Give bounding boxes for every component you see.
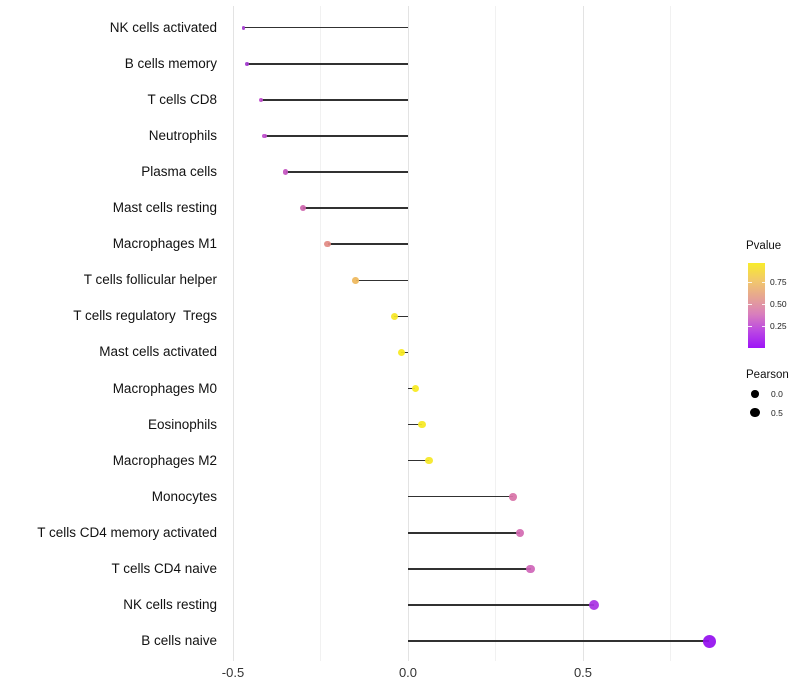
colorbar-tickmark (748, 303, 752, 305)
lollipop-dot (526, 564, 535, 574)
category-label: Monocytes (151, 488, 217, 504)
category-label: B cells memory (124, 55, 217, 71)
lollipop-segment (408, 568, 531, 570)
lollipop-dot (390, 312, 398, 320)
lollipop-segment (408, 532, 520, 534)
lollipop-segment (327, 243, 408, 245)
category-label: T cells CD4 naive (111, 560, 217, 576)
major-gridline (232, 6, 234, 661)
colorbar-tickmark (748, 325, 752, 327)
lollipop-segment (408, 459, 429, 462)
category-label: T cells follicular helper (83, 272, 217, 288)
major-gridline (407, 6, 409, 661)
lollipop-segment (401, 351, 408, 354)
x-tick-label: 0.5 (573, 665, 593, 680)
colorbar-tickmark (748, 281, 752, 283)
category-label: NK cells resting (123, 596, 217, 612)
lollipop-segment (408, 604, 594, 606)
lollipop-segment (243, 26, 408, 29)
lollipop-dot (300, 205, 306, 212)
lollipop-dot (324, 241, 331, 248)
lollipop-dot (418, 420, 426, 429)
minor-gridline (670, 6, 671, 661)
lollipop-segment (408, 495, 513, 498)
colorbar-tick-label: 0.75 (770, 276, 787, 287)
lollipop-dot (245, 61, 249, 66)
lollipop-dot (411, 385, 419, 392)
colorbar-tickmark (761, 325, 765, 327)
lollipop-segment (247, 63, 408, 65)
plot-panel (222, 6, 731, 661)
lollipop-dot (258, 97, 264, 103)
category-label: Plasma cells (141, 164, 217, 180)
category-label: T cells CD4 memory activated (37, 524, 217, 540)
category-label: Mast cells resting (112, 200, 217, 216)
minor-gridline (495, 6, 496, 661)
category-label: Mast cells activated (99, 344, 217, 360)
category-label: Eosinophils (147, 416, 217, 432)
lollipop-dot (397, 348, 405, 356)
lollipop-dot (516, 528, 524, 537)
category-label: Macrophages M0 (112, 380, 217, 396)
lollipop-dot (262, 133, 267, 139)
major-gridline (582, 6, 584, 661)
lollipop-dot (425, 456, 433, 465)
category-label: T cells CD8 (147, 91, 217, 107)
pearson-legend-label: 0.5 (771, 407, 783, 418)
colorbar-tickmark (761, 303, 765, 305)
colorbar-tick-label: 0.25 (770, 320, 787, 331)
lollipop-segment (285, 171, 408, 173)
lollipop-dot (509, 492, 517, 501)
pearson-legend-label: 0.0 (771, 389, 783, 399)
pvalue-legend-title: Pvalue (746, 240, 782, 252)
category-label: Macrophages M1 (112, 236, 217, 252)
lollipop-dot (588, 599, 599, 610)
pearson-legend-dot (751, 390, 759, 398)
lollipop-segment (303, 207, 408, 209)
lollipop-dot (352, 276, 359, 284)
lollipop-segment (394, 315, 408, 318)
lollipop-segment (408, 640, 709, 642)
category-label: NK cells activated (109, 19, 217, 35)
category-label: B cells naive (141, 633, 217, 649)
colorbar-tick-label: 0.50 (770, 298, 787, 309)
pearson-legend-title: Pearson (746, 369, 789, 381)
lollipop-dot (241, 25, 246, 30)
category-label: Macrophages M2 (112, 452, 217, 468)
lollipop-segment (261, 99, 408, 101)
lollipop-dot (282, 169, 289, 175)
category-label: T cells regulatory Tregs (73, 308, 217, 324)
colorbar-tickmark (761, 281, 765, 283)
lollipop-segment (264, 135, 408, 137)
lollipop-segment (408, 423, 422, 426)
lollipop-segment (355, 279, 408, 281)
minor-gridline (320, 6, 321, 661)
category-label: Neutrophils (148, 127, 217, 143)
x-tick-label: 0.0 (398, 665, 418, 680)
pearson-legend-dot (750, 407, 760, 418)
lollipop-dot (702, 634, 716, 648)
pvalue-colorbar (748, 263, 765, 348)
x-tick-label: -0.5 (221, 665, 245, 680)
